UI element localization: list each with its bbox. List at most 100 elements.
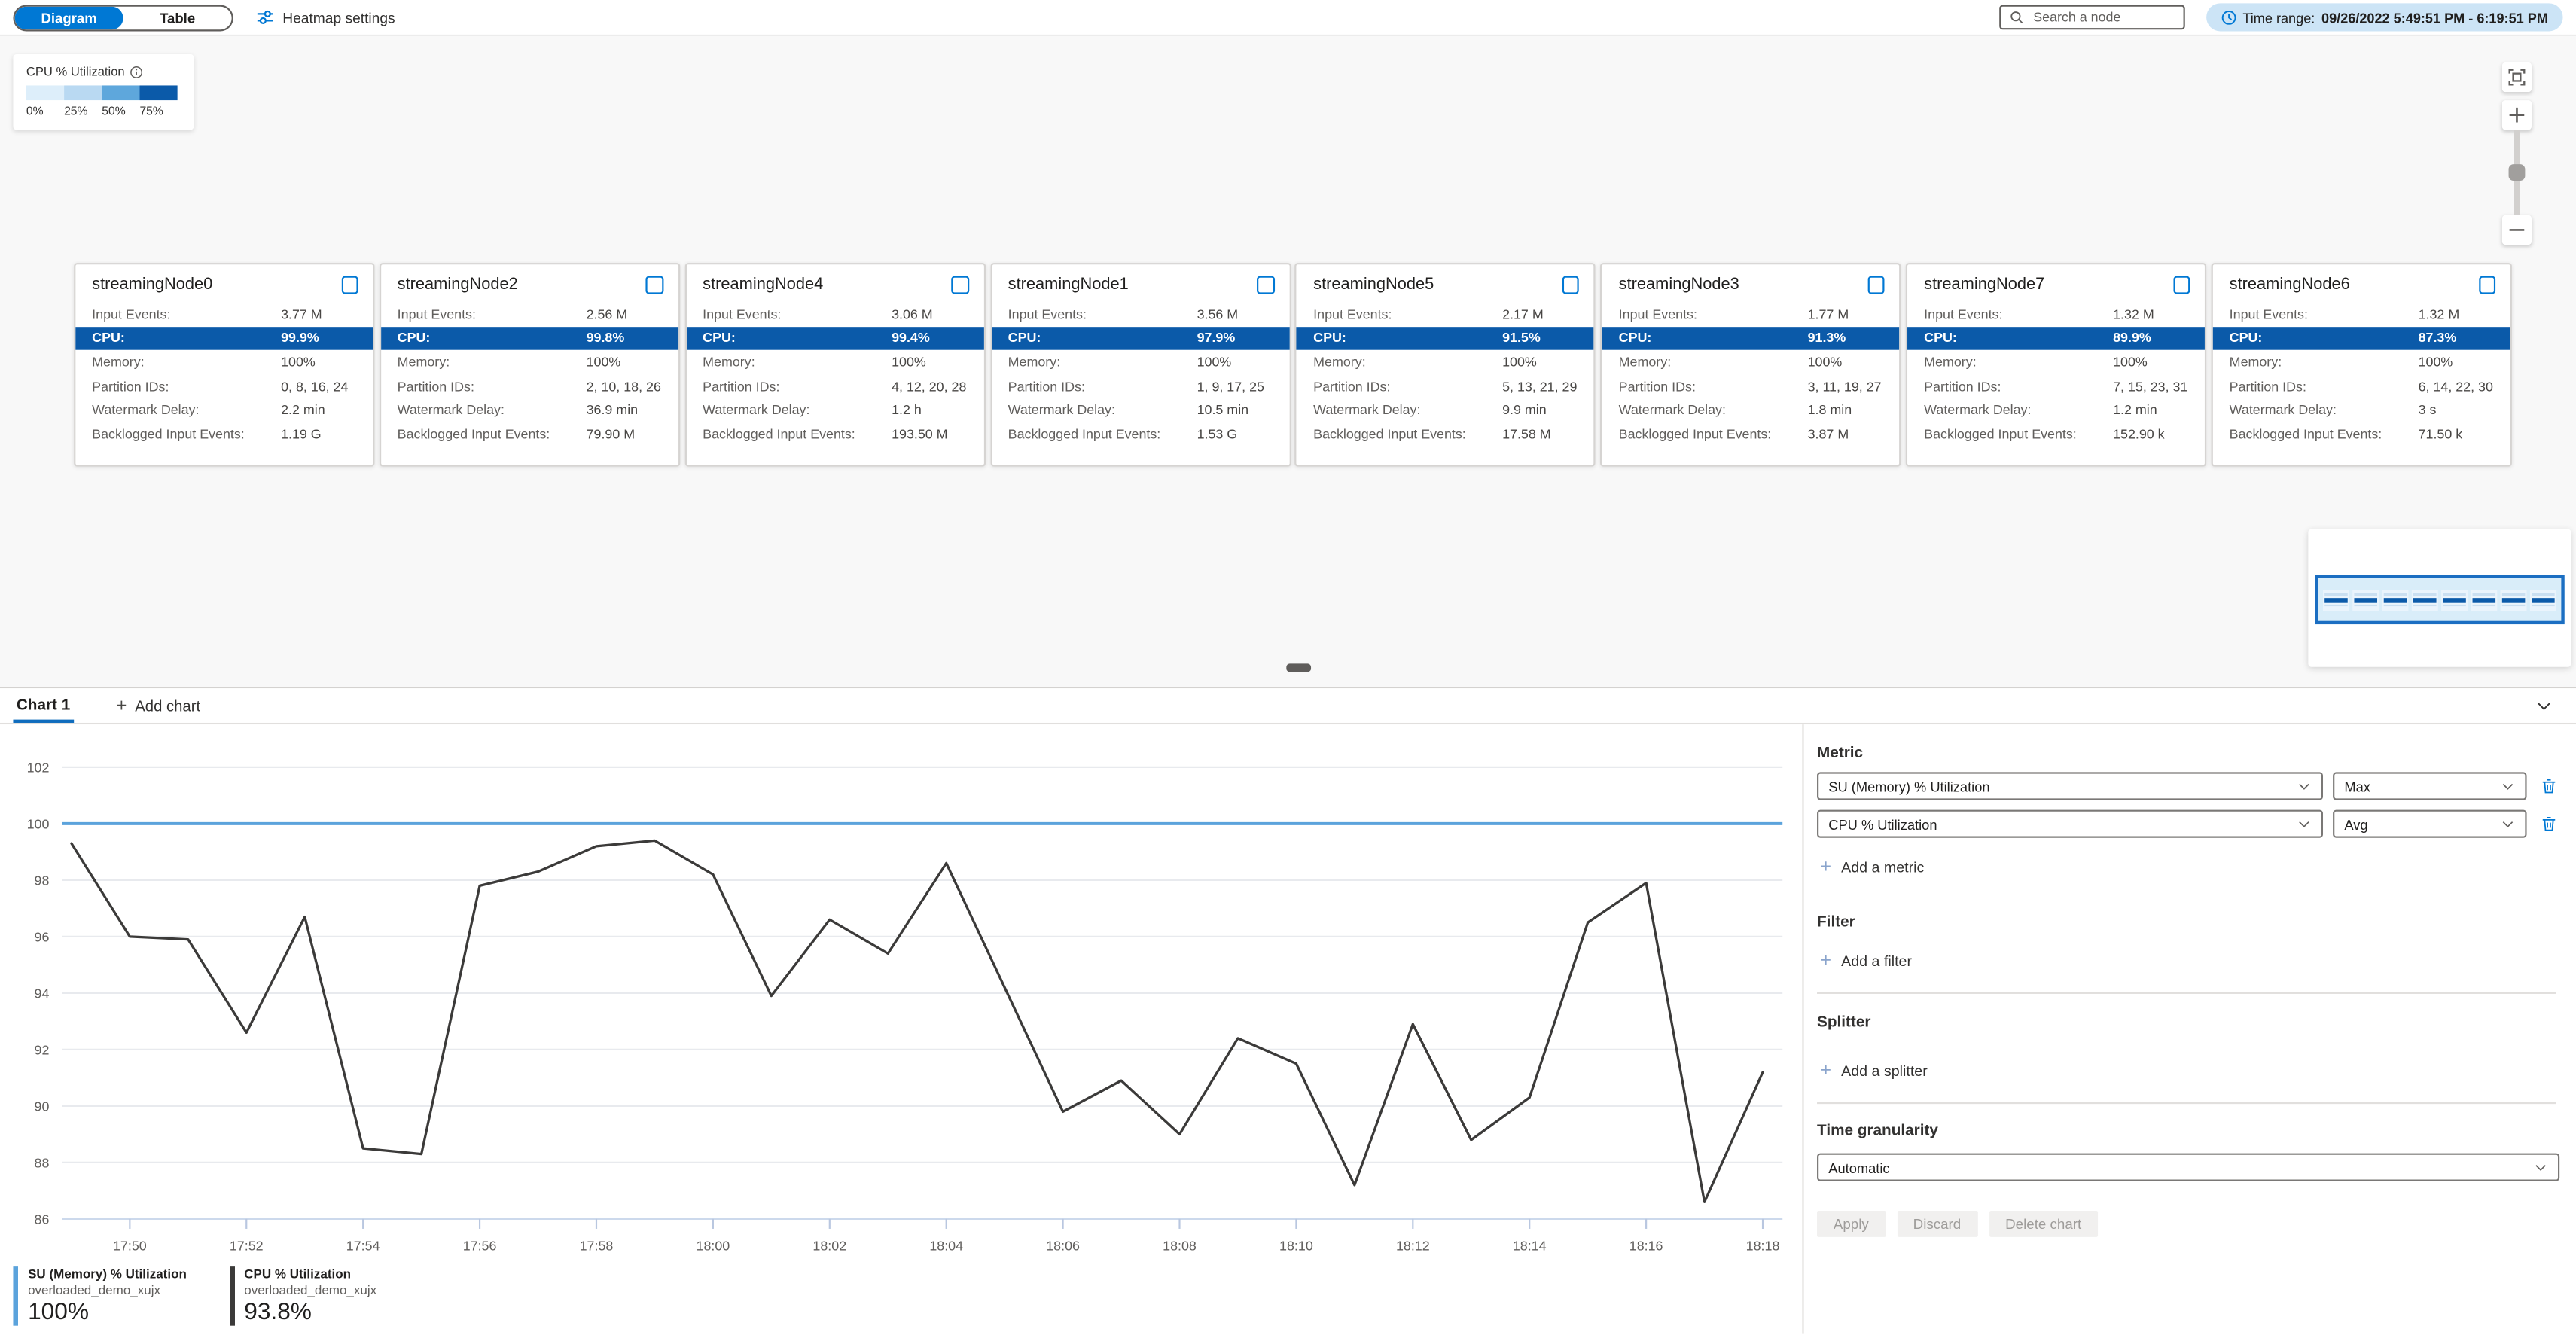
node-stat-row: Input Events: 2.56 M [381, 302, 678, 326]
search-node-box[interactable] [1998, 4, 2184, 30]
x-axis-label: 17:58 [580, 1238, 614, 1253]
add-filter-button[interactable]: + Add a filter [1820, 951, 1912, 971]
stat-value: 36.9 min [586, 402, 639, 418]
stat-label: Backlogged Input Events: [1924, 426, 2077, 442]
node-card-streamingNode2[interactable]: streamingNode2 Input Events: 2.56 M CPU:… [379, 263, 680, 467]
stat-label: Watermark Delay: [1924, 402, 2032, 418]
pane-splitter[interactable] [0, 686, 2576, 689]
zoom-in-button[interactable] [2501, 100, 2532, 130]
minimap-node [2471, 589, 2498, 611]
y-axis-label: 86 [35, 1212, 50, 1227]
info-icon[interactable] [130, 65, 142, 78]
aggregation-select[interactable]: Avg [2333, 809, 2527, 838]
node-card-streamingNode3[interactable]: streamingNode3 Input Events: 1.77 M CPU:… [1600, 263, 1901, 467]
node-checkbox[interactable] [1562, 276, 1580, 294]
node-card-streamingNode0[interactable]: streamingNode0 Input Events: 3.77 M CPU:… [74, 263, 375, 467]
node-checkbox[interactable] [951, 276, 969, 294]
stat-label: Memory: [397, 355, 450, 370]
metrics-chart[interactable]: 86 88 90 92 94 96 98 100 102 17:50 17:52 17:54 17:56… [0, 734, 1799, 1263]
fit-to-screen-button[interactable] [2501, 62, 2532, 93]
node-checkbox[interactable] [2478, 276, 2496, 294]
node-stat-row: Backlogged Input Events: 3.87 M [1602, 422, 1900, 447]
delete-metric-icon[interactable] [2537, 777, 2560, 795]
x-axis-label: 17:56 [463, 1238, 497, 1253]
heatmap-swatch [26, 85, 65, 101]
minimap[interactable] [2308, 529, 2571, 667]
diagram-canvas[interactable]: CPU % Utilization 0% 25% 50% 75% streami… [0, 35, 2576, 687]
discard-button[interactable]: Discard [1896, 1210, 1978, 1237]
legend-item[interactable]: SU (Memory) % Utilization overloaded_dem… [13, 1266, 187, 1326]
node-stat-row: Partition IDs: 5, 13, 21, 29 [1297, 374, 1594, 398]
stat-value: 3.06 M [892, 306, 933, 322]
node-title: streamingNode7 [1924, 276, 2045, 294]
metric-row: SU (Memory) % Utilization Max [1817, 772, 2559, 800]
zoom-slider-thumb[interactable] [2508, 164, 2526, 181]
node-stat-row: Watermark Delay: 3 s [2213, 398, 2510, 422]
stat-label: Partition IDs: [1924, 379, 2001, 394]
sliders-icon [256, 8, 274, 26]
node-stat-row: Backlogged Input Events: 71.50 k [2213, 422, 2510, 447]
apply-button[interactable]: Apply [1817, 1210, 1886, 1237]
node-card-streamingNode5[interactable]: streamingNode5 Input Events: 2.17 M CPU:… [1295, 263, 1596, 467]
y-axis-label: 94 [35, 986, 50, 1001]
node-checkbox[interactable] [1257, 276, 1275, 294]
diagram-toggle-button[interactable]: Diagram [14, 5, 123, 29]
node-card-streamingNode7[interactable]: streamingNode7 Input Events: 1.32 M CPU:… [1906, 263, 2207, 467]
delete-chart-button[interactable]: Delete chart [1989, 1210, 2099, 1237]
add-splitter-button[interactable]: + Add a splitter [1820, 1061, 1927, 1080]
node-stat-row: Watermark Delay: 1.8 min [1602, 398, 1900, 422]
stat-label: Input Events: [1008, 306, 1087, 322]
y-axis-label: 100 [27, 816, 50, 831]
heatmap-stop-label: 75% [139, 103, 163, 119]
stat-value: 2.17 M [1502, 306, 1544, 322]
time-range-button[interactable]: Time range: 09/26/2022 5:49:51 PM - 6:19… [2206, 3, 2563, 31]
stat-label: Input Events: [397, 306, 476, 322]
tab-chart-1[interactable]: Chart 1 [13, 688, 74, 723]
stat-value: 1.32 M [2418, 306, 2460, 322]
zoom-out-button[interactable] [2501, 215, 2532, 245]
node-checkbox[interactable] [1867, 276, 1886, 294]
node-checkbox[interactable] [646, 276, 664, 294]
y-axis-label: 96 [35, 929, 50, 944]
zoom-slider[interactable] [2508, 130, 2526, 215]
canvas-scrollbar-thumb[interactable] [1286, 663, 1312, 672]
node-stat-row: Memory: 100% [381, 350, 678, 374]
node-stat-row: Partition IDs: 0, 8, 16, 24 [75, 374, 373, 398]
aggregation-select[interactable]: Max [2333, 772, 2527, 800]
metric-select-value: SU (Memory) % Utilization [1828, 778, 1990, 794]
delete-metric-icon[interactable] [2537, 815, 2560, 833]
plus-icon: + [1820, 857, 1832, 878]
search-input[interactable] [2029, 8, 2175, 26]
node-card-streamingNode6[interactable]: streamingNode6 Input Events: 1.32 M CPU:… [2211, 263, 2512, 467]
node-checkbox[interactable] [340, 276, 358, 294]
stat-label: Watermark Delay: [1313, 402, 1421, 418]
stat-label: Watermark Delay: [92, 402, 200, 418]
metric-select[interactable]: CPU % Utilization [1817, 809, 2324, 838]
node-stat-row: Input Events: 2.17 M [1297, 302, 1594, 326]
stat-value: 99.9% [281, 331, 319, 346]
metric-select[interactable]: SU (Memory) % Utilization [1817, 772, 2324, 800]
time-granularity-select[interactable]: Automatic [1817, 1153, 2560, 1181]
stat-label: Partition IDs: [92, 379, 169, 394]
node-card-streamingNode1[interactable]: streamingNode1 Input Events: 3.56 M CPU:… [989, 263, 1291, 467]
node-checkbox[interactable] [2172, 276, 2190, 294]
table-toggle-button[interactable]: Table [123, 6, 232, 29]
legend-item[interactable]: CPU % Utilization overloaded_demo_xujx 9… [229, 1266, 376, 1326]
heatmap-settings-button[interactable]: Heatmap settings [256, 8, 395, 26]
collapse-chart-chevron-icon[interactable] [2535, 696, 2553, 715]
add-chart-button[interactable]: + Add chart [116, 696, 200, 715]
stat-label: Input Events: [1618, 306, 1697, 322]
minimap-viewport[interactable] [2315, 575, 2565, 625]
node-card-streamingNode4[interactable]: streamingNode4 Input Events: 3.06 M CPU:… [684, 263, 986, 467]
heatmap-stop: 0% [26, 85, 65, 118]
add-metric-button[interactable]: + Add a metric [1820, 858, 1924, 877]
y-axis-label: 88 [35, 1155, 50, 1170]
heatmap-stop: 50% [102, 85, 140, 118]
node-stat-row: Watermark Delay: 9.9 min [1297, 398, 1594, 422]
node-stat-row: Backlogged Input Events: 1.53 G [992, 422, 1289, 447]
heatmap-swatch [102, 85, 140, 101]
node-stat-row: Input Events: 1.32 M [1907, 302, 2205, 326]
x-axis-label: 18:04 [929, 1238, 963, 1253]
heatmap-legend-title: CPU % Utilization [26, 64, 125, 79]
stat-value: 1.8 min [1807, 402, 1852, 418]
